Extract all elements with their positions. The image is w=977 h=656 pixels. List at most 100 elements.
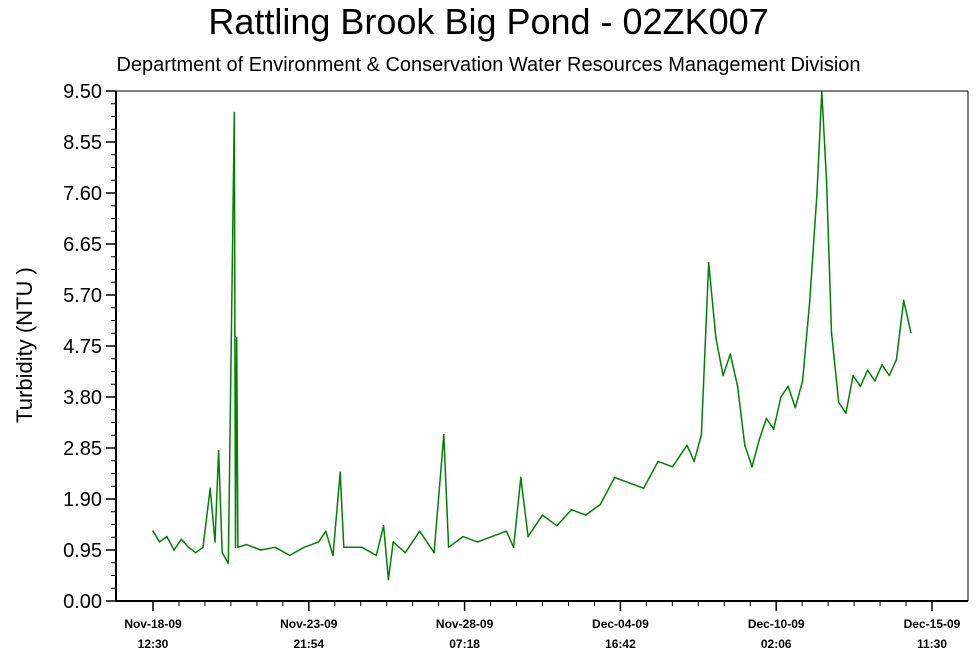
data-point — [505, 530, 508, 532]
y-tick-label: 1.90 — [63, 489, 102, 511]
data-point — [317, 541, 320, 543]
data-point — [245, 543, 248, 546]
data-point — [599, 503, 602, 506]
x-tick-label-date: Nov-18-09 — [124, 617, 182, 631]
data-point — [613, 476, 616, 479]
data-point — [221, 551, 223, 554]
data-point — [180, 538, 183, 541]
x-tick-label-time: 07:18 — [449, 637, 480, 651]
x-tick-label-date: Dec-04-09 — [592, 617, 649, 631]
data-point — [166, 535, 168, 538]
data-point — [895, 358, 898, 361]
data-point — [825, 181, 828, 184]
x-tick-label-time: 02:06 — [761, 637, 792, 651]
y-tick-label: 8.55 — [63, 132, 102, 154]
data-point — [231, 294, 233, 296]
data-point — [837, 401, 840, 404]
data-point — [217, 449, 220, 452]
data-point — [556, 525, 558, 527]
data-point — [700, 433, 703, 436]
data-point — [722, 374, 724, 377]
y-tick-label: 3.80 — [63, 387, 102, 409]
data-point — [214, 541, 216, 543]
data-point — [628, 482, 630, 484]
data-point — [707, 262, 710, 264]
data-point — [874, 380, 876, 382]
data-point — [794, 406, 797, 409]
data-point — [234, 546, 237, 549]
y-tick-label: 2.85 — [63, 438, 102, 460]
data-point — [375, 554, 378, 557]
y-axis-ticks: 0.00 0.95 1.90 2.85 3.80 4.75 5.70 6.65 7.60 8.55… — [63, 81, 116, 613]
data-point — [744, 444, 746, 447]
data-point — [736, 385, 739, 388]
data-point — [260, 549, 262, 551]
data-point — [693, 460, 695, 463]
data-point — [809, 299, 811, 302]
data-point — [866, 369, 869, 372]
chart-title: Rattling Brook Big Pond - 02ZK007 — [208, 1, 769, 42]
data-point — [447, 546, 450, 549]
chart-axes — [115, 90, 969, 602]
x-tick-label-time: 12:30 — [138, 637, 169, 651]
data-point — [888, 374, 891, 377]
x-axis-ticks: Nov-18-09 12:30 Nov-23-09 21:54 Nov-28-09 07:… — [124, 601, 961, 651]
data-point — [237, 546, 239, 549]
data-point — [303, 546, 305, 549]
data-point — [332, 554, 334, 557]
data-point — [859, 385, 862, 388]
data-point — [541, 514, 544, 516]
data-point — [235, 337, 238, 339]
y-tick-label: 6.65 — [63, 234, 102, 256]
data-point — [404, 551, 407, 554]
data-point — [443, 433, 445, 436]
data-point — [772, 428, 775, 431]
data-point — [288, 554, 291, 557]
data-point — [686, 444, 688, 447]
series-layer — [152, 90, 912, 581]
data-point — [758, 439, 760, 441]
y-tick-label: 5.70 — [63, 285, 102, 307]
y-tick-label: 9.50 — [63, 81, 102, 103]
data-point — [881, 364, 883, 366]
x-tick-label-date: Dec-10-09 — [748, 617, 805, 631]
data-point — [816, 192, 818, 194]
data-point — [585, 514, 587, 516]
data-point — [209, 487, 211, 490]
data-point — [902, 299, 905, 302]
data-point — [910, 331, 912, 334]
data-point — [387, 578, 390, 581]
data-point — [158, 541, 161, 543]
data-point — [830, 331, 833, 334]
data-point — [194, 551, 197, 554]
data-point — [274, 546, 277, 549]
data-point — [642, 487, 645, 490]
data-point — [491, 535, 493, 538]
y-tick-label: 0.95 — [63, 540, 102, 562]
y-tick-label: 7.60 — [63, 183, 102, 205]
x-tick-label-date: Nov-23-09 — [280, 617, 338, 631]
data-point — [715, 337, 717, 339]
data-point — [780, 396, 782, 398]
data-point — [433, 551, 435, 554]
data-point — [361, 546, 363, 549]
data-point — [339, 471, 342, 474]
data-point — [476, 541, 479, 543]
data-point — [152, 530, 154, 532]
x-tick-label-date: Nov-28-09 — [436, 617, 494, 631]
data-point — [418, 530, 421, 532]
y-tick-label: 0.00 — [63, 591, 102, 613]
data-point — [343, 546, 345, 549]
y-axis-label: Turbidity (NTU ) — [12, 267, 37, 423]
x-tick-label-time: 16:42 — [605, 637, 636, 651]
data-point — [729, 353, 732, 355]
data-point — [227, 562, 230, 565]
data-point — [187, 546, 190, 549]
turbidity-series-line — [152, 90, 912, 581]
data-point — [657, 460, 659, 463]
data-point — [173, 549, 175, 551]
data-point — [821, 90, 823, 92]
data-point — [527, 535, 529, 538]
data-point — [671, 466, 674, 468]
